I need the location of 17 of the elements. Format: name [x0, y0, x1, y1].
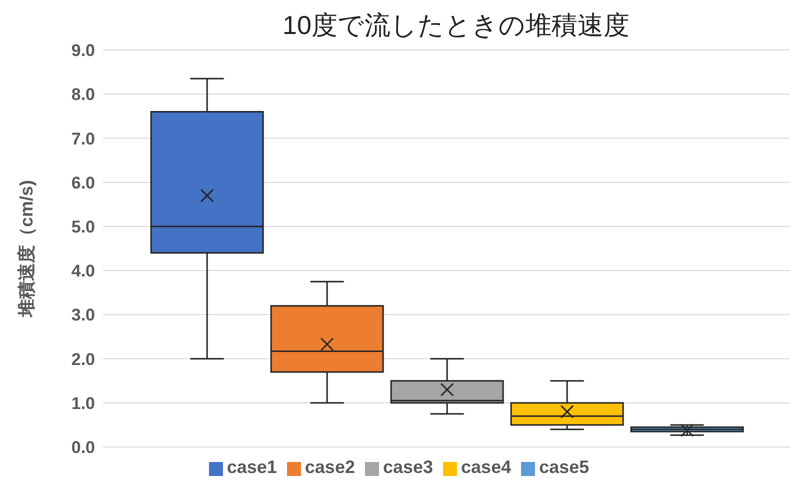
y-tick-label: 4.0 — [71, 262, 95, 281]
legend-label: case3 — [382, 457, 434, 477]
legend-label: case4 — [461, 457, 512, 477]
chart-title: 10度で流したときの堆積速度 — [282, 9, 630, 42]
y-tick-label: 1.0 — [71, 394, 95, 413]
y-tick-label: 2.0 — [71, 350, 95, 369]
y-tick-label: 9.0 — [71, 41, 95, 60]
y-tick-label: 8.0 — [71, 85, 95, 104]
y-tick-label: 0.0 — [71, 438, 95, 458]
y-tick-label: 6.0 — [71, 173, 95, 192]
y-tick-label: 7.0 — [71, 129, 95, 148]
legend-label: case1 — [226, 457, 277, 477]
y-tick-label: 3.0 — [71, 306, 95, 325]
y-tick-label: 5.0 — [71, 217, 95, 236]
y-axis-title: 堆積速度（cm/s) — [16, 180, 36, 318]
legend-label: case2 — [304, 457, 355, 477]
legend-label: case5 — [539, 457, 590, 477]
